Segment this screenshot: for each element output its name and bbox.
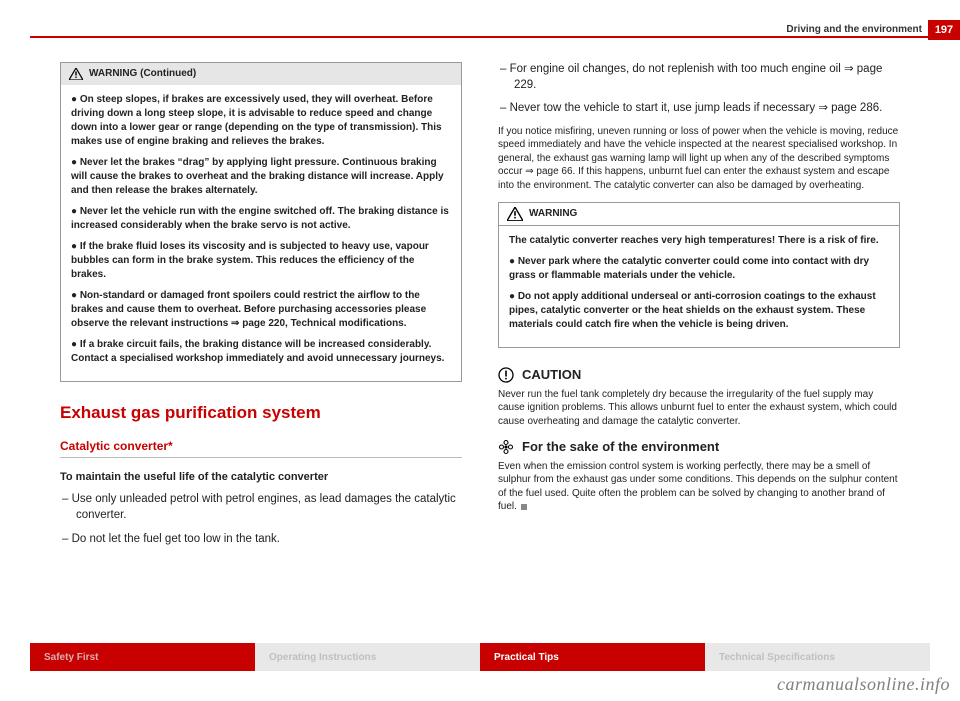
warning-item: Do not apply additional underseal or ant… (509, 290, 889, 332)
right-column: For engine oil changes, do not replenish… (498, 62, 900, 631)
footer-segment-practical: Practical Tips (480, 643, 705, 671)
warning-body: The catalytic converter reaches very hig… (499, 226, 899, 347)
warning-header: WARNING (Continued) (61, 63, 461, 85)
divider (60, 457, 462, 458)
warning-box: WARNING (Continued) On steep slopes, if … (60, 62, 462, 382)
header-rule (30, 36, 930, 38)
list-item: Use only unleaded petrol with petrol eng… (62, 492, 462, 523)
lead-text: To maintain the useful life of the catal… (60, 470, 462, 485)
dash-list: For engine oil changes, do not replenish… (500, 62, 900, 117)
page-number: 197 (928, 20, 960, 40)
list-item: For engine oil changes, do not replenish… (500, 62, 900, 93)
footer-segment-safety: Safety First (30, 643, 255, 671)
caution-heading: CAUTION (498, 366, 900, 384)
footer-label: Technical Specifications (719, 652, 835, 663)
warning-box: WARNING The catalytic converter reaches … (498, 202, 900, 348)
warning-triangle-icon (69, 68, 83, 80)
warning-header: WARNING (499, 203, 899, 226)
environment-icon (498, 439, 514, 455)
list-item: Do not let the fuel get too low in the t… (62, 532, 462, 548)
content-columns: WARNING (Continued) On steep slopes, if … (60, 62, 900, 631)
warning-item: If a brake circuit fails, the braking di… (71, 338, 451, 366)
warning-title: WARNING (Continued) (89, 67, 196, 81)
footer-label: Practical Tips (494, 652, 559, 663)
caution-title: CAUTION (522, 366, 581, 384)
footer-label: Operating Instructions (269, 652, 376, 663)
warning-lead: The catalytic converter reaches very hig… (509, 234, 889, 248)
warning-item: Never let the brakes “drag” by applying … (71, 156, 451, 198)
warning-title: WARNING (529, 207, 577, 221)
dash-list: Use only unleaded petrol with petrol eng… (62, 492, 462, 547)
left-column: WARNING (Continued) On steep slopes, if … (60, 62, 462, 631)
footer-segment-technical: Technical Specifications (705, 643, 930, 671)
footer-bar: Safety First Operating Instructions Prac… (30, 643, 930, 671)
footer-segment-operating: Operating Instructions (255, 643, 480, 671)
watermark: carmanualsonline.info (777, 674, 950, 695)
warning-triangle-icon (507, 207, 523, 221)
caution-body: Never run the fuel tank completely dry b… (498, 388, 900, 429)
warning-item: If the brake fluid loses its viscosity a… (71, 240, 451, 282)
environment-body: Even when the emission control system is… (498, 460, 900, 514)
caution-icon (498, 367, 514, 383)
end-marker-icon (521, 504, 527, 510)
section-label: Driving and the environment (786, 24, 922, 35)
environment-body-text: Even when the emission control system is… (498, 461, 898, 513)
footer-label: Safety First (44, 652, 98, 663)
warning-item: On steep slopes, if brakes are excessive… (71, 93, 451, 149)
warning-item: Non-standard or damaged front spoilers c… (71, 289, 451, 331)
environment-title: For the sake of the environment (522, 438, 719, 456)
warning-item: Never park where the catalytic converter… (509, 255, 889, 283)
section-title: Exhaust gas purification system (60, 402, 462, 425)
warning-body: On steep slopes, if brakes are excessive… (61, 85, 461, 381)
body-paragraph: If you notice misfiring, uneven running … (498, 125, 900, 193)
subsection-title: Catalytic converter* (60, 438, 462, 454)
warning-item: Never let the vehicle run with the engin… (71, 205, 451, 233)
list-item: Never tow the vehicle to start it, use j… (500, 101, 900, 117)
environment-heading: For the sake of the environment (498, 438, 900, 456)
